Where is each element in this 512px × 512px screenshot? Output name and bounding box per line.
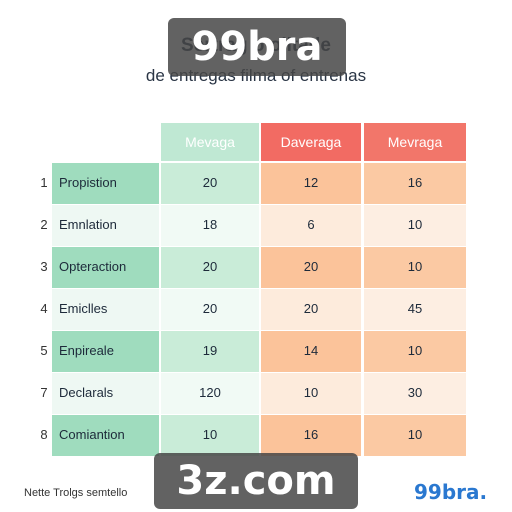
table-cell: 20 <box>261 289 361 330</box>
table-cell: 45 <box>364 289 466 330</box>
table-cell: 20 <box>161 289 259 330</box>
table-cell: 10 <box>364 205 466 246</box>
row-label: Enpireale <box>52 331 159 372</box>
watermark-top: 99bra <box>168 18 346 76</box>
table-cell: 10 <box>161 415 259 456</box>
table-cell: 120 <box>161 373 259 414</box>
column-header: Mevaga <box>161 123 259 161</box>
table-cell: 20 <box>161 247 259 288</box>
row-label: Emiclles <box>52 289 159 330</box>
brand-logo: 99bra. <box>414 480 488 504</box>
table-cell: 10 <box>364 331 466 372</box>
row-label: Declarals <box>52 373 159 414</box>
row-number: 7 <box>40 385 48 400</box>
table-cell: 20 <box>261 247 361 288</box>
table-cell: 10 <box>364 247 466 288</box>
table-cell: 19 <box>161 331 259 372</box>
row-label: Emnlation <box>52 205 159 246</box>
table-cell: 18 <box>161 205 259 246</box>
row-number: 1 <box>40 175 48 190</box>
watermark-bottom: 3z.com <box>154 453 358 509</box>
row-number: 5 <box>40 343 48 358</box>
table-cell: 16 <box>261 415 361 456</box>
table-cell: 6 <box>261 205 361 246</box>
column-header: Daveraga <box>261 123 361 161</box>
row-number: 3 <box>40 259 48 274</box>
row-label: Propistion <box>52 163 159 204</box>
row-label: Opteraction <box>52 247 159 288</box>
row-number: 8 <box>40 427 48 442</box>
table-cell: 14 <box>261 331 361 372</box>
table-cell: 20 <box>161 163 259 204</box>
table-cell: 16 <box>364 163 466 204</box>
table-cell: 10 <box>261 373 361 414</box>
table-cell: 30 <box>364 373 466 414</box>
row-number: 2 <box>40 217 48 232</box>
row-label: Comiantion <box>52 415 159 456</box>
column-header: Mevraga <box>364 123 466 161</box>
row-number: 4 <box>40 301 48 316</box>
table-cell: 12 <box>261 163 361 204</box>
table-cell: 10 <box>364 415 466 456</box>
footer-note: Nette Trolgs semtello <box>24 487 128 499</box>
